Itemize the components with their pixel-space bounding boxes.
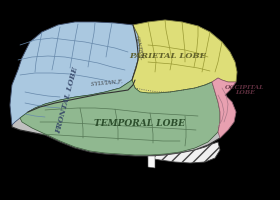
Polygon shape <box>10 22 140 125</box>
Text: FRONTAL LOBE: FRONTAL LOBE <box>54 66 80 134</box>
Text: SYLVIAN F.: SYLVIAN F. <box>90 79 122 87</box>
Polygon shape <box>10 20 237 156</box>
Polygon shape <box>148 142 220 163</box>
Text: OCCIPITAL
LOBE: OCCIPITAL LOBE <box>225 85 265 95</box>
Text: CENTRAL: CENTRAL <box>134 35 144 61</box>
Text: TEMPORAL LOBE: TEMPORAL LOBE <box>94 119 185 129</box>
Text: PARIETAL LOBE: PARIETAL LOBE <box>129 52 206 60</box>
Polygon shape <box>132 20 237 93</box>
Polygon shape <box>212 78 236 138</box>
Polygon shape <box>20 80 220 155</box>
Polygon shape <box>148 156 155 168</box>
